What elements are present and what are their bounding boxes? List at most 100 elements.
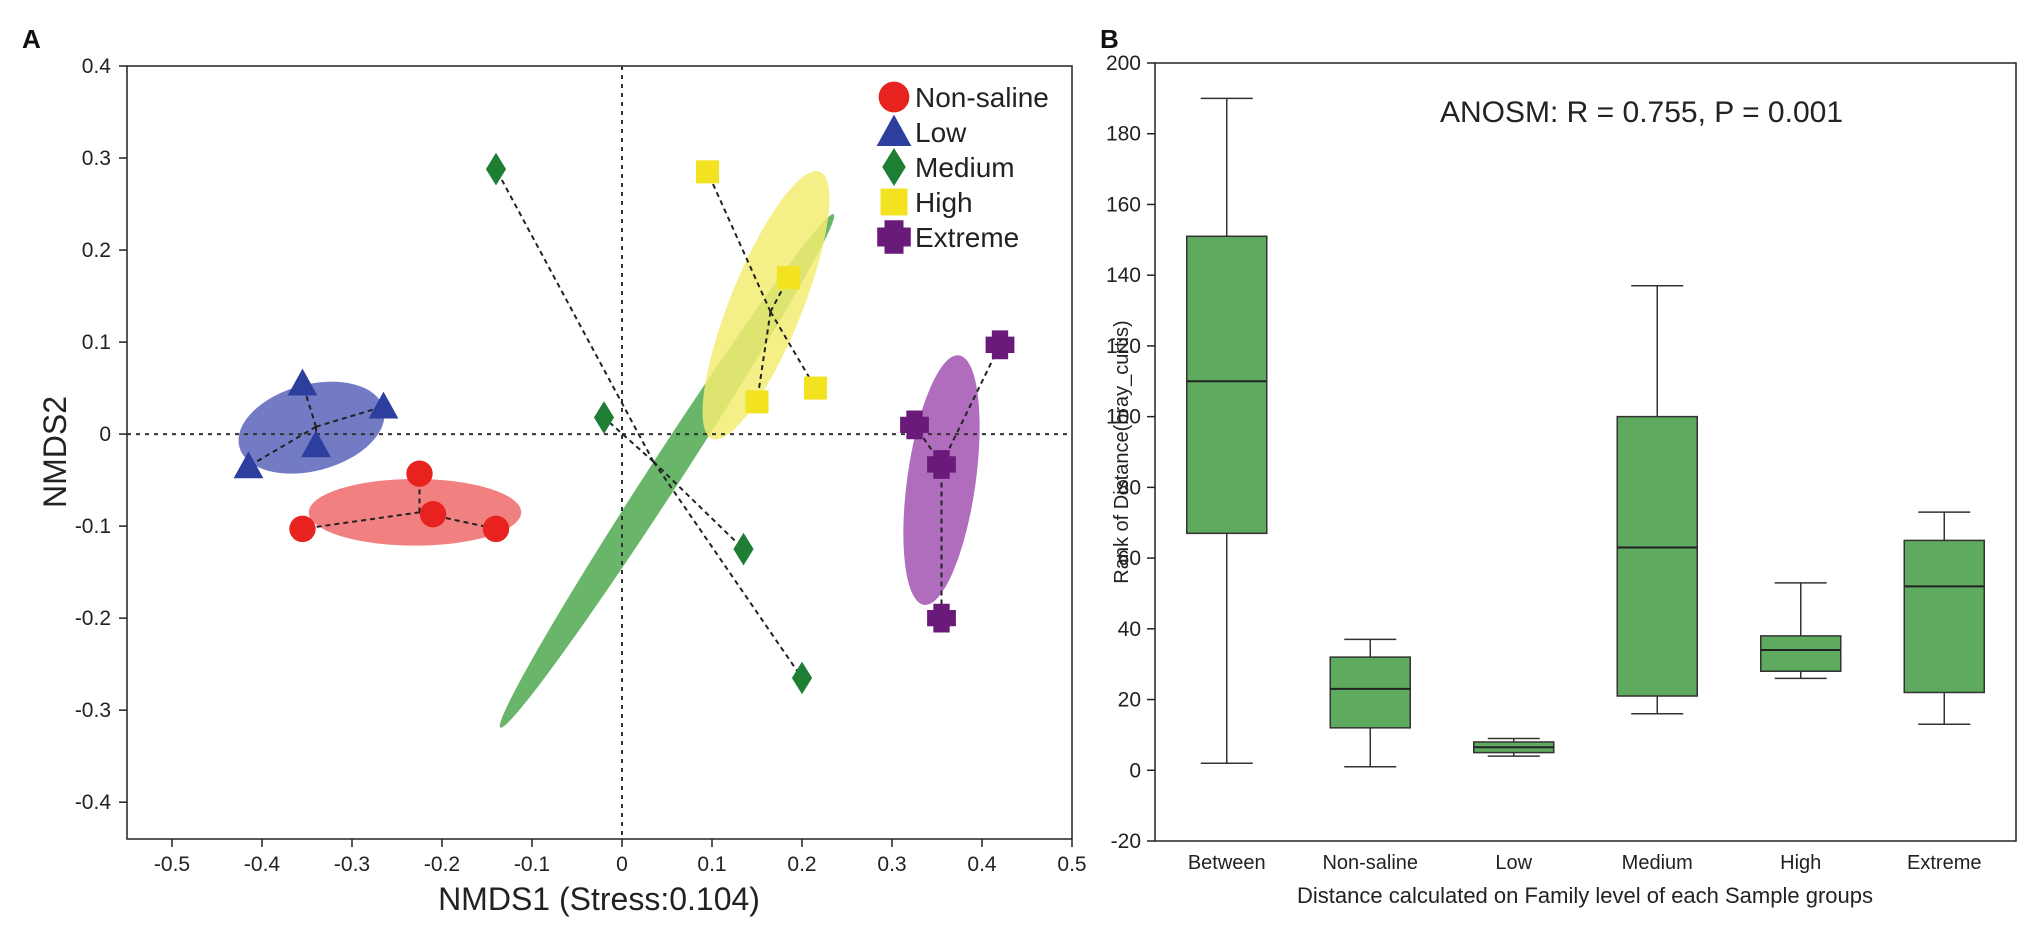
x-category-label: Low (1495, 852, 1532, 874)
centroid-line-high (706, 171, 772, 313)
legend-label: Medium (915, 152, 1015, 183)
y-tick-label: -0.4 (75, 791, 112, 814)
box-plot: ANOSM: R = 0.755, P = 0.001 200180160140… (1106, 52, 2017, 908)
x-tick-label: -0.5 (154, 853, 190, 876)
point-non-saline (419, 500, 447, 528)
point-extreme (900, 410, 929, 440)
legend-label: Low (915, 117, 967, 148)
y-tick-label: 140 (1106, 264, 1141, 287)
centroid-line-high (769, 311, 817, 389)
nmds-x-ticks: -0.5 -0.4 -0.3 -0.2 -0.1 0 0.1 0.2 0.3 0.4 0.5 (154, 839, 1087, 876)
point-high (745, 390, 769, 414)
box-x-ticks: Between Non-saline Low Medium High Extreme (1188, 852, 1982, 874)
y-tick-label: 160 (1106, 193, 1141, 216)
y-tick-label: 0.4 (82, 55, 112, 78)
point-medium (485, 152, 507, 186)
legend-marker-medium (882, 147, 906, 187)
legend-label: High (915, 187, 973, 218)
point-low (233, 451, 264, 479)
x-tick-label: 0 (616, 853, 628, 876)
y-tick-label: -0.2 (75, 607, 111, 630)
legend-marker-extreme (877, 220, 911, 254)
y-tick-label: 60 (1118, 547, 1141, 570)
x-tick-label: -0.4 (244, 853, 281, 876)
y-tick-label: 180 (1106, 123, 1141, 146)
legend-label: Extreme (915, 222, 1019, 253)
x-tick-label: -0.3 (334, 853, 370, 876)
box-y-axis-title: Rank of Distance(bray_curtis) (1111, 320, 1133, 583)
anosim-annotation: ANOSM: R = 0.755, P = 0.001 (1440, 96, 1843, 129)
panel-a-letter: A (22, 24, 41, 54)
y-tick-label: 120 (1106, 335, 1141, 358)
legend-marker-non-saline (878, 81, 910, 113)
centroid-line-medium (603, 416, 655, 463)
legend-label: Non-saline (915, 82, 1049, 113)
nmds-plot-frame (126, 65, 1073, 840)
y-tick-label: 100 (1106, 406, 1141, 429)
nmds-y-axis-title: NMDS2 (37, 396, 73, 508)
box-non-saline (1329, 656, 1411, 729)
y-tick-label: 200 (1106, 52, 1141, 75)
point-extreme (927, 603, 956, 633)
box-x-axis-title: Distance calculated on Family level of e… (1297, 883, 1873, 908)
y-tick-label: 20 (1118, 689, 1141, 712)
x-tick-label: 0.2 (787, 853, 816, 876)
centroid-line-high (756, 311, 772, 403)
x-tick-label: 0.3 (877, 853, 906, 876)
centroid-line-low (315, 405, 384, 428)
box-medium (1616, 415, 1698, 697)
box-elements (1186, 97, 1985, 768)
point-low (301, 430, 331, 458)
box-between (1186, 235, 1268, 535)
y-tick-label: 80 (1118, 476, 1141, 499)
point-non-saline (482, 515, 510, 543)
centroid-line-medium (495, 168, 655, 463)
centroid-line-extreme (940, 344, 1001, 465)
point-high (803, 376, 828, 400)
x-category-label: Non-saline (1322, 852, 1418, 874)
point-high (776, 266, 801, 290)
centroid-line-medium (652, 461, 803, 679)
centroid-line-low (247, 425, 317, 468)
nmds-reference-lines (127, 66, 1072, 839)
centroid-line-medium (652, 460, 745, 550)
nmds-points (233, 152, 1015, 695)
nmds-legend: Non-saline Low Medium High Extreme (876, 81, 1049, 254)
point-extreme (985, 330, 1015, 360)
x-category-label: High (1780, 852, 1821, 874)
y-tick-label: -0.3 (75, 699, 111, 722)
nmds-ellipses (238, 171, 980, 728)
y-tick-label: 40 (1118, 618, 1141, 641)
point-medium (593, 401, 615, 434)
point-medium (733, 532, 754, 566)
y-tick-label: 0 (1129, 759, 1141, 782)
point-low (368, 391, 399, 419)
ellipse-high (702, 171, 830, 440)
y-tick-label: 0.3 (82, 147, 111, 170)
legend-marker-high (880, 188, 908, 216)
nmds-x-axis-title: NMDS1 (Stress:0.104) (438, 881, 760, 917)
y-tick-label: -20 (1111, 830, 1141, 853)
x-tick-label: -0.1 (514, 853, 550, 876)
box-extreme (1903, 539, 1985, 694)
centroid-line-non-saline (302, 511, 420, 530)
point-non-saline (289, 515, 316, 543)
nmds-y-ticks: 0.4 0.3 0.2 0.1 0 -0.1 -0.2 -0.3 -0.4 (75, 55, 127, 814)
x-category-label: Extreme (1907, 852, 1981, 874)
point-medium (791, 661, 813, 695)
y-tick-label: 0.1 (82, 331, 111, 354)
x-category-label: Between (1188, 852, 1266, 874)
point-non-saline (406, 460, 433, 487)
y-tick-label: 0 (99, 423, 111, 446)
point-low (287, 368, 318, 396)
legend-marker-low (876, 114, 912, 146)
x-tick-label: 0.1 (697, 853, 726, 876)
point-high (695, 160, 720, 184)
x-tick-label: 0.4 (967, 853, 997, 876)
nmds-plot: -0.5 -0.4 -0.3 -0.2 -0.1 0 0.1 0.2 0.3 0.4 0.5 0.4… (37, 55, 1087, 917)
x-category-label: Medium (1622, 852, 1693, 874)
centroid-line-high (769, 277, 790, 313)
point-extreme (927, 450, 956, 479)
